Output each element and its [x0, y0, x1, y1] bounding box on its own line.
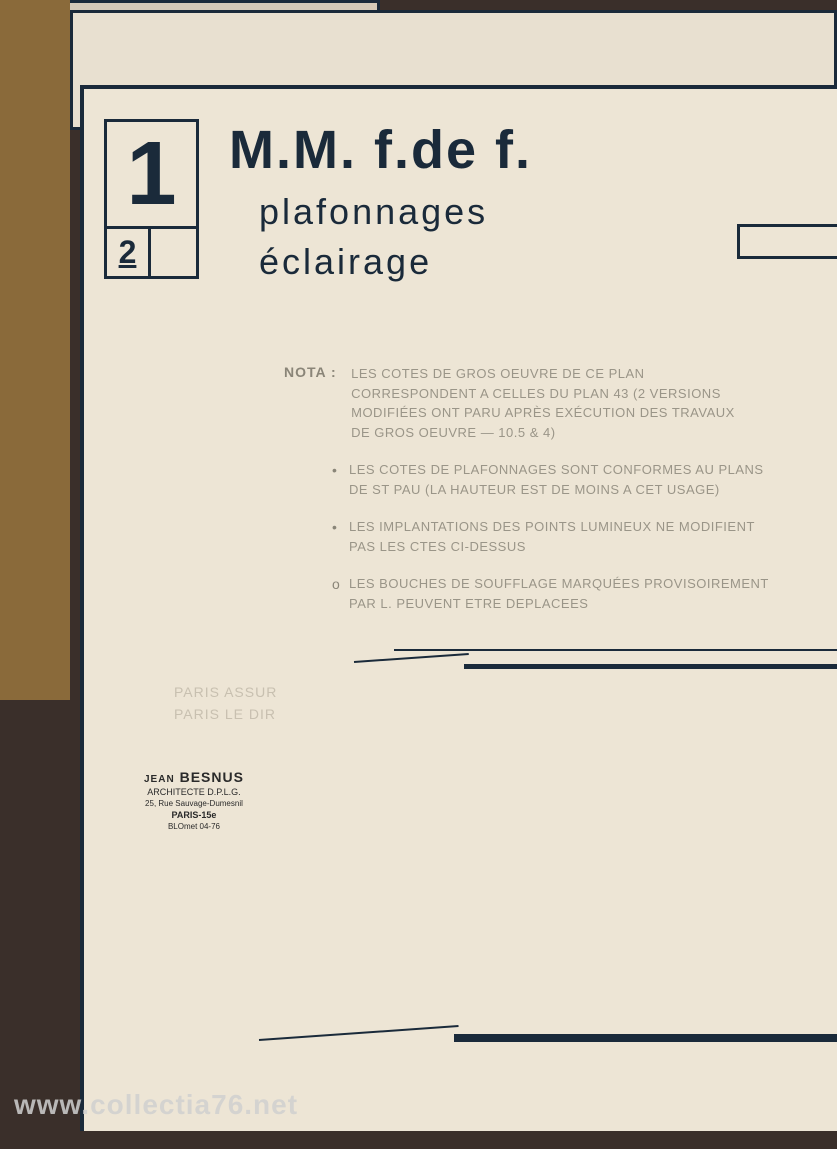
architect-phone: BLOmet 04-76: [144, 822, 244, 831]
bullet-icon: •: [332, 519, 337, 535]
revision-box: [737, 224, 837, 259]
nota-item-4: o LES BOUCHES DE SOUFFLAGE MARQUÉES PROV…: [284, 574, 784, 613]
nota-item-1: NOTA : LES COTES DE GROS OEUVRE DE CE PL…: [284, 364, 784, 442]
nota-item-3: • LES IMPLANTATIONS DES POINTS LUMINEUX …: [284, 517, 784, 556]
nota-section: NOTA : LES COTES DE GROS OEUVRE DE CE PL…: [284, 364, 784, 631]
nota-text-4: LES BOUCHES DE SOUFFLAGE MARQUÉES PROVIS…: [349, 576, 769, 611]
architect-city: PARIS-15e: [144, 810, 244, 820]
nota-text-2: LES COTES DE PLAFONNAGES SONT CONFORMES …: [349, 462, 764, 497]
main-title: M.M. f.de f.: [229, 119, 532, 181]
drawing-diagonal-top: [354, 653, 469, 663]
drawing-vertical-lines: [467, 669, 837, 1034]
drawing-diagonal-bottom: [259, 1025, 459, 1041]
architect-address: 25, Rue Sauvage-Dumesnil: [144, 799, 244, 808]
nota-label: NOTA :: [284, 364, 337, 380]
nota-text-3: LES IMPLANTATIONS DES POINTS LUMINEUX NE…: [349, 519, 755, 554]
bullet-icon: •: [332, 462, 337, 478]
architect-last-name: BESNUS: [180, 769, 244, 785]
architectural-drawing: [394, 649, 837, 1149]
plan-number-2: 2: [119, 234, 137, 271]
plan-number-box-2: 2: [104, 229, 151, 279]
faded-stamp-text: PARIS ASSUR PARIS LE DIR: [174, 684, 277, 722]
number-boxes: 1 2: [104, 119, 199, 279]
plan-number-box-empty: [151, 229, 199, 279]
bullet-icon: o: [332, 576, 340, 592]
architect-name: JEAN BESNUS: [144, 769, 244, 785]
watermark: www.collectia76.net: [14, 1089, 298, 1121]
faded-line-1: PARIS ASSUR: [174, 684, 277, 700]
title-section: M.M. f.de f. plafonnages éclairage: [229, 119, 532, 283]
nota-text-1: LES COTES DE GROS OEUVRE DE CE PLAN CORR…: [351, 364, 751, 442]
nota-item-2: • LES COTES DE PLAFONNAGES SONT CONFORME…: [284, 460, 784, 499]
faded-line-2: PARIS LE DIR: [174, 706, 277, 722]
drawing-bottom-thick-line: [454, 1034, 837, 1042]
subtitle-plafonnages: plafonnages: [259, 191, 532, 233]
plan-number-1: 1: [126, 123, 176, 226]
architect-stamp: JEAN BESNUS ARCHITECTE D.P.L.G. 25, Rue …: [144, 769, 244, 831]
drawing-top-thin-line: [394, 649, 837, 651]
brown-tab-strip: [0, 0, 70, 700]
plan-number-box-1: 1: [104, 119, 199, 229]
plan-number-box-2-container: 2: [104, 229, 199, 279]
document-header: 1 2 M.M. f.de f. plafonnages éclairage: [84, 89, 837, 139]
architect-first-name: JEAN: [144, 774, 175, 785]
main-document: 1 2 M.M. f.de f. plafonnages éclairage N…: [80, 85, 837, 1131]
architect-title: ARCHITECTE D.P.L.G.: [144, 787, 244, 797]
subtitle-eclairage: éclairage: [259, 241, 532, 283]
